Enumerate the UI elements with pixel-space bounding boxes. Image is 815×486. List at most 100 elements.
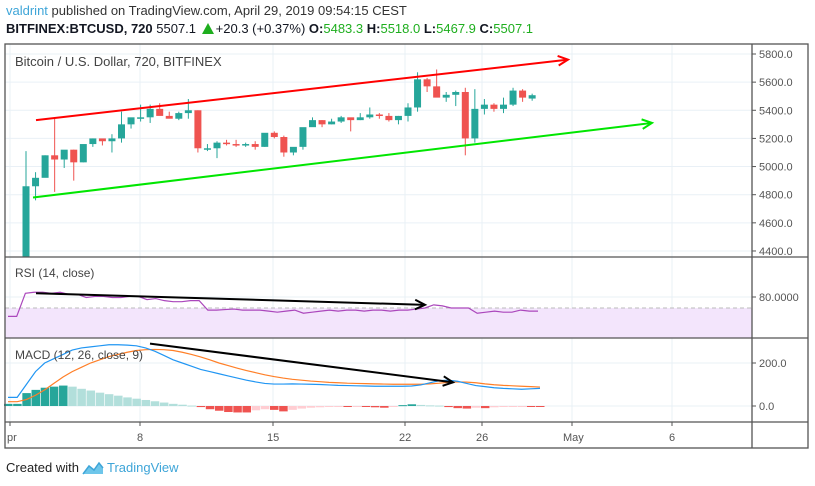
candle-body[interactable] — [137, 117, 145, 119]
candle-body[interactable] — [194, 110, 202, 149]
candle-body[interactable] — [242, 144, 250, 146]
tradingview-link[interactable]: TradingView — [106, 460, 179, 475]
macd-histogram-bar — [389, 406, 398, 407]
candle-body[interactable] — [232, 144, 240, 146]
macd-histogram-bar — [205, 406, 215, 410]
candle-body[interactable] — [442, 94, 450, 98]
candle-body[interactable] — [184, 110, 192, 114]
candle-body[interactable] — [309, 120, 316, 128]
candle-body[interactable] — [32, 177, 40, 187]
candle-body[interactable] — [509, 90, 517, 105]
candle-body[interactable] — [433, 86, 441, 98]
candle-body[interactable] — [423, 79, 431, 87]
price-axis-label: 4600.0 — [759, 218, 793, 230]
candle-body[interactable] — [89, 138, 97, 145]
candle-body[interactable] — [165, 115, 173, 119]
candle-body[interactable] — [404, 107, 412, 116]
price-axis-label: 5400.0 — [759, 105, 793, 117]
candle-body[interactable] — [490, 104, 498, 109]
candle-body[interactable] — [461, 91, 469, 139]
candle-body[interactable] — [375, 114, 383, 117]
macd-histogram-bar — [196, 406, 206, 408]
time-axis-label: 26 — [476, 432, 488, 444]
candle-body[interactable] — [213, 142, 221, 149]
time-axis-label: pr — [7, 432, 17, 444]
macd-histogram-bar — [104, 394, 114, 406]
candle-body[interactable] — [127, 117, 135, 125]
candle-body[interactable] — [394, 115, 402, 121]
candle-body[interactable] — [51, 155, 59, 160]
candle-body[interactable] — [203, 148, 211, 150]
candle-body[interactable] — [41, 155, 49, 178]
candle-body[interactable] — [480, 104, 488, 109]
candle-body[interactable] — [261, 132, 269, 147]
macd-histogram-bar — [297, 406, 307, 409]
candle-body[interactable] — [146, 108, 154, 118]
macd-histogram-bar — [517, 406, 527, 407]
high-label: H: — [366, 21, 381, 36]
macd-histogram-bar — [279, 406, 288, 412]
candle-body[interactable] — [270, 132, 278, 138]
macd-histogram-bar — [233, 406, 242, 413]
candle-body[interactable] — [223, 142, 231, 145]
macd-histogram-bar — [95, 392, 105, 406]
candle-body[interactable] — [347, 117, 355, 121]
price-pane-title: Bitcoin / U.S. Dollar, 720, BITFINEX — [15, 54, 222, 69]
candle-body[interactable] — [108, 138, 116, 142]
macd-histogram-bar — [325, 406, 334, 407]
candle-body[interactable] — [328, 121, 336, 125]
macd-histogram-bar — [77, 388, 86, 406]
candle-body[interactable] — [60, 149, 68, 160]
candle-body[interactable] — [519, 90, 527, 98]
author-link[interactable]: valdrint — [6, 3, 48, 18]
candle-body[interactable] — [22, 186, 30, 257]
candle-body[interactable] — [118, 124, 125, 139]
last-price: 5507.1 — [156, 21, 197, 36]
candle-body[interactable] — [280, 137, 288, 153]
macd-histogram-bar — [40, 387, 50, 406]
candle-body[interactable] — [356, 117, 364, 121]
macd-histogram-bar — [425, 405, 435, 407]
up-triangle-icon — [201, 23, 214, 34]
symbol-info-bar: BITFINEX:BTCUSD, 720 5507.1 +20.3 (+0.37… — [6, 21, 533, 36]
candle-body[interactable] — [528, 95, 536, 99]
candle-body[interactable] — [299, 127, 307, 147]
macd-histogram-bar — [407, 404, 417, 406]
macd-histogram-bar — [315, 406, 325, 408]
published-text: published on TradingView.com, April 29, … — [51, 3, 407, 18]
footer: Created with TradingView — [6, 460, 179, 475]
candle-body[interactable] — [414, 79, 422, 108]
symbol-label: BITFINEX:BTCUSD, 720 — [6, 21, 153, 36]
candle-body[interactable] — [337, 117, 345, 122]
candle-body[interactable] — [156, 108, 164, 116]
created-with-label: Created with — [6, 460, 79, 475]
rsi-divergence-trendline[interactable] — [35, 292, 426, 306]
macd-divergence-trendline[interactable] — [149, 342, 454, 384]
candle-body[interactable] — [289, 146, 297, 153]
candle-body[interactable] — [98, 138, 106, 142]
candle-body[interactable] — [366, 114, 374, 118]
time-axis-label: May — [563, 432, 584, 444]
macd-histogram-bar — [416, 404, 426, 406]
candle-body[interactable] — [452, 91, 460, 95]
candle-body[interactable] — [251, 144, 259, 147]
candle-body[interactable] — [318, 120, 326, 125]
support-trendline[interactable] — [32, 121, 653, 199]
price-axis-label: 5000.0 — [759, 162, 793, 174]
low-value: 5467.9 — [436, 21, 476, 36]
macd-histogram-bar — [343, 406, 352, 407]
candle-body[interactable] — [385, 115, 393, 121]
rsi-pane-title: RSI (14, close) — [15, 266, 94, 280]
candle-body[interactable] — [471, 108, 479, 139]
candle-body[interactable] — [79, 144, 87, 163]
candle-body[interactable] — [175, 113, 183, 119]
price-axis-label: 4800.0 — [759, 190, 793, 202]
candle-body[interactable] — [70, 149, 78, 163]
resistance-trendline[interactable] — [35, 58, 569, 122]
macd-histogram-bar — [361, 406, 371, 407]
macd-histogram-bar — [13, 403, 22, 406]
candle-body[interactable] — [500, 104, 507, 109]
macd-histogram-bar — [86, 390, 96, 406]
macd-histogram-bar — [123, 397, 132, 406]
